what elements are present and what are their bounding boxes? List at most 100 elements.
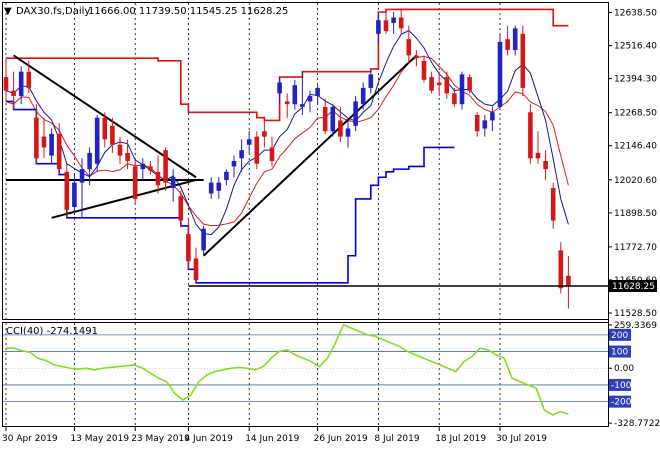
upper-envelope (6, 8, 569, 122)
candle-bull (315, 87, 320, 97)
candle-bull (482, 120, 488, 129)
candle-bear (56, 133, 62, 170)
candle-bull (94, 117, 100, 164)
cci-tick-box (609, 328, 631, 341)
candle-bear (26, 71, 32, 88)
candle-bear (322, 106, 328, 132)
candle-bear (383, 20, 389, 32)
date-label: 4 Jun 2019 (184, 434, 233, 444)
candle-bull (239, 150, 244, 159)
candle-bull (208, 182, 214, 194)
candle-bear (117, 144, 123, 156)
candle-bear (269, 147, 275, 161)
candle-bull (459, 74, 465, 105)
cci-tick-label: 0.00 (614, 364, 634, 374)
cci-tick-label: 100 (611, 348, 628, 358)
cci-panel-frame (2, 322, 609, 427)
candle-bull (170, 177, 176, 189)
candle-bull (246, 139, 252, 145)
candle-bull (345, 128, 351, 137)
candle-bear (41, 136, 47, 148)
candle-bull (18, 71, 24, 97)
candle-bear (543, 161, 548, 170)
date-label: 30 Apr 2019 (2, 434, 58, 444)
candle-bear (398, 17, 404, 29)
price-tick-label: 12638.50 (614, 9, 657, 19)
cci-tick-label: -100 (611, 381, 632, 391)
candle-bull (87, 152, 92, 170)
candle-bear (444, 77, 450, 94)
candle-bull (49, 133, 54, 156)
candle-bear (163, 150, 168, 183)
price-tick-label: 12268.50 (614, 109, 657, 119)
candle-bear (34, 117, 39, 159)
candle-bull (368, 74, 374, 88)
last-price-label: 11628.25 (612, 282, 655, 292)
last-price-box (609, 279, 657, 292)
candle-bull (307, 96, 313, 102)
price-tick-label: 12020.60 (614, 176, 657, 186)
candle-bull (360, 87, 366, 105)
candle-bear (132, 166, 138, 199)
candle-bear (452, 93, 457, 105)
candle-bull (490, 112, 495, 121)
price-tick-label: 12394.30 (614, 75, 657, 85)
candles (3, 9, 571, 309)
candle-bear (566, 275, 571, 286)
candle-bear (193, 258, 199, 281)
symbol-label: DAX30.fs,Daily (16, 6, 90, 17)
candle-bull (512, 28, 518, 51)
cci-levels (3, 334, 608, 403)
candle-bear (11, 90, 16, 97)
candle-bear (262, 131, 267, 137)
candle-bear (110, 125, 115, 145)
candle-bear (535, 152, 541, 159)
candle-bear (421, 60, 427, 80)
candle-bear (3, 77, 9, 91)
candle-bear (528, 112, 533, 159)
date-label: 26 Jun 2019 (314, 434, 368, 444)
cci-tick-box (609, 378, 631, 391)
cci-tick-label: 259.3369 (614, 321, 657, 331)
candle-bear (338, 120, 343, 137)
candle-bear (284, 101, 290, 105)
candle-bear (406, 39, 412, 56)
candle-bear (436, 82, 442, 86)
candle-bull (79, 169, 85, 183)
candle-bear (64, 171, 70, 210)
cci-label: CCI(40) -274.1491 (6, 326, 98, 337)
price-tick-label: 12516.40 (614, 42, 657, 52)
price-tick-label: 12146.40 (614, 142, 657, 152)
candle-bull (231, 161, 237, 167)
candle-bear (102, 117, 108, 140)
date-label: 18 Jul 2019 (435, 434, 486, 444)
candle-bull (292, 85, 298, 105)
cci-tick-label: 200 (611, 331, 628, 341)
candle-bear (429, 77, 434, 91)
candle-bull (300, 104, 305, 107)
candle-bear (474, 114, 480, 132)
candle-bear (148, 166, 153, 171)
date-label: 8 Jul 2019 (374, 434, 419, 444)
ohlc-label: 11666.00 11739.50 11545.25 11628.25 (88, 6, 288, 17)
price-axis: 12638.50 12516.40 12394.30 12268.50 12146.40… (608, 9, 657, 319)
price-tick-label: 11528.50 (614, 309, 657, 319)
candle-bear (125, 152, 130, 161)
ma-fast-line (5, 55, 569, 227)
cci-tick-box (609, 345, 631, 358)
candle-bull (330, 106, 336, 132)
cci-line (6, 323, 569, 416)
price-tick-label: 11898.50 (614, 209, 657, 219)
candle-bull (353, 101, 358, 126)
candle-bull (140, 163, 146, 170)
trend-line-rising (202, 54, 418, 257)
cci-tick-box (609, 395, 631, 408)
candle-bull (497, 41, 503, 107)
date-label: 23 May 2019 (131, 434, 190, 444)
chart-header-arrow: ▼ (4, 6, 12, 17)
date-label: 14 Jun 2019 (245, 434, 299, 444)
date-label: 30 Jul 2019 (496, 434, 547, 444)
candle-bull (277, 82, 282, 94)
